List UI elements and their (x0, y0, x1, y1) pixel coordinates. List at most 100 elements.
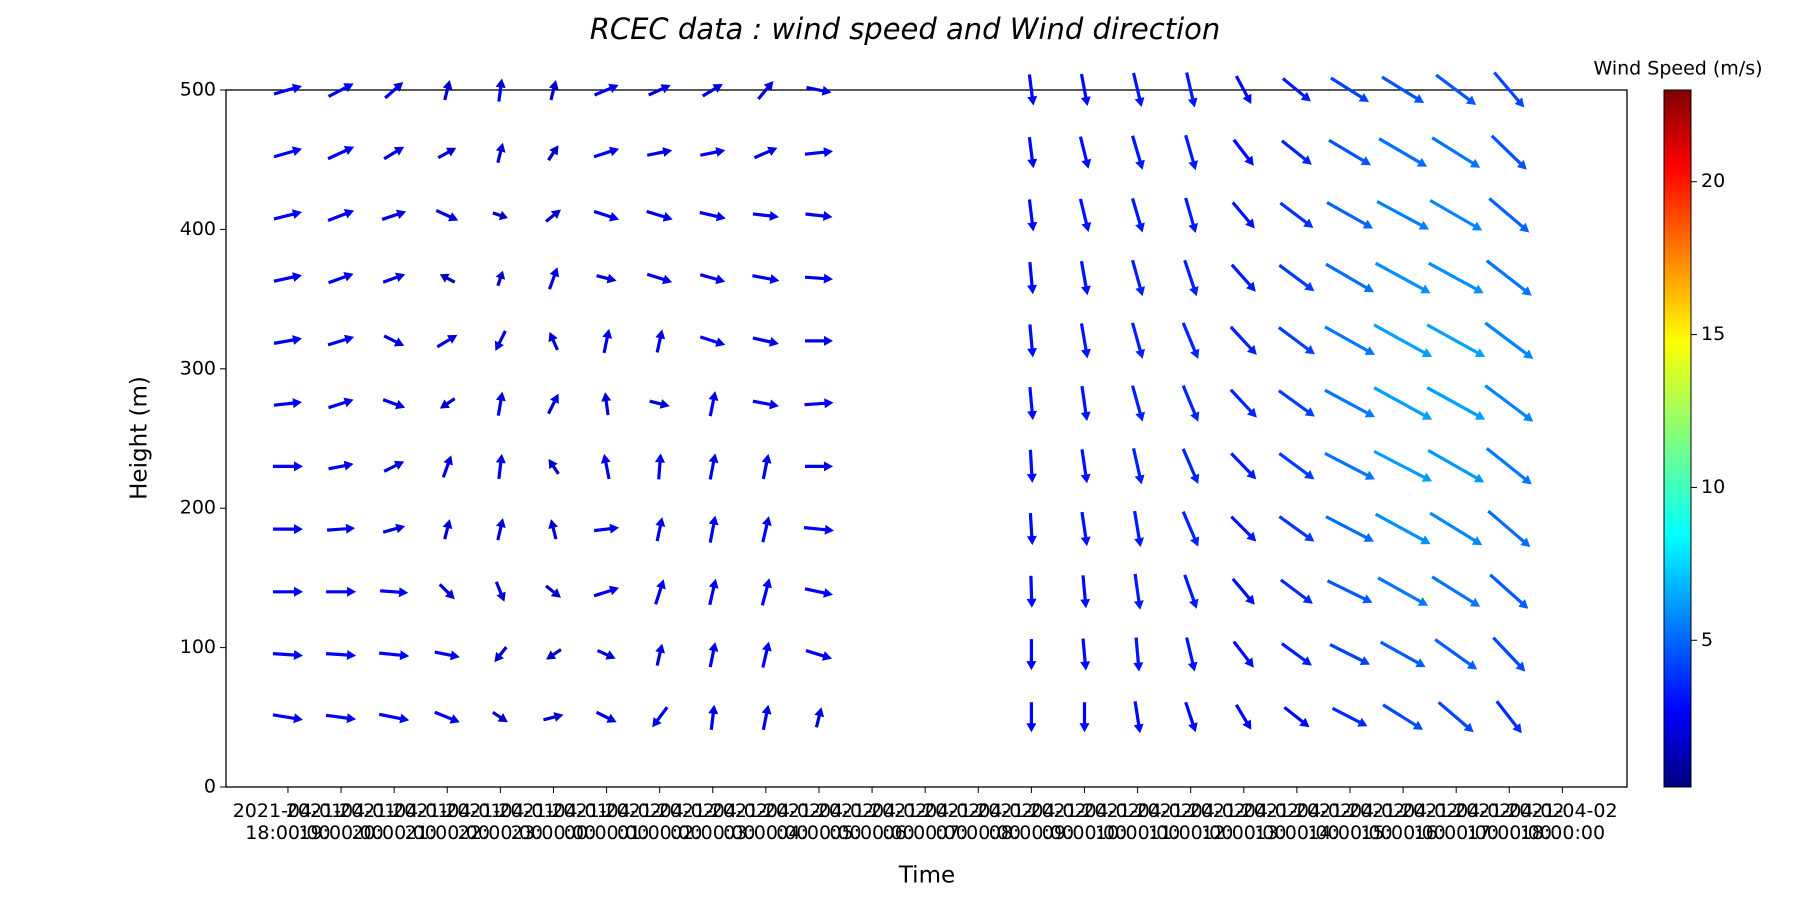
wind-arrow (495, 391, 506, 416)
wind-arrow (1484, 321, 1534, 359)
colorbar-tick-label: 20 (1701, 170, 1725, 192)
x-tick-label: 2021-04-01 22:00:00 (445, 800, 556, 844)
wind-arrow (1132, 72, 1145, 107)
wind-arrow (1026, 513, 1037, 546)
wind-arrow (1427, 261, 1484, 294)
wind-arrow (602, 328, 613, 354)
x-tick-label: 2021-04-02 07:00:00 (923, 800, 1034, 844)
wind-arrow (494, 330, 507, 351)
wind-arrow (1325, 515, 1374, 542)
wind-arrow (752, 274, 780, 284)
colorbar-tick-label: 10 (1701, 476, 1725, 498)
wind-arrow (1232, 138, 1254, 166)
wind-arrow (383, 460, 405, 473)
wind-arrow (1427, 449, 1485, 483)
wind-arrow (814, 707, 825, 728)
wind-arrow (804, 273, 833, 284)
wind-arrow (1434, 638, 1478, 670)
wind-arrow (646, 209, 673, 222)
wind-arrow (1183, 574, 1199, 609)
wind-arrow (1374, 261, 1431, 294)
wind-arrow (1493, 71, 1525, 108)
y-tick-label: 500 (180, 79, 216, 101)
x-tick-label: 2021-04-02 17:00:00 (1454, 800, 1565, 844)
wind-arrow (1079, 323, 1091, 359)
wind-arrow (435, 209, 459, 222)
wind-arrow (495, 142, 506, 164)
x-tick-label: 2021-04-02 06:00:00 (869, 800, 981, 844)
wind-arrow (1490, 134, 1527, 170)
wind-arrow (699, 335, 726, 347)
wind-arrow (1325, 262, 1374, 293)
wind-arrow (1185, 72, 1198, 108)
wind-arrow (442, 519, 453, 540)
wind-arrow (1027, 387, 1037, 421)
wind-arrow (326, 523, 356, 534)
wind-arrow (1078, 136, 1092, 169)
wind-arrow (1429, 199, 1483, 231)
wind-arrow (1379, 640, 1426, 668)
wind-arrow (439, 273, 456, 284)
wind-arrow (548, 519, 558, 540)
wind-arrow (753, 146, 778, 160)
wind-arrow (1374, 512, 1431, 545)
wind-arrow (655, 643, 665, 666)
y-tick-label: 0 (204, 776, 216, 798)
wind-arrow (593, 523, 620, 534)
wind-arrow (1231, 577, 1255, 605)
wind-arrow (273, 586, 303, 597)
wind-arrow (273, 272, 302, 283)
wind-arrow (761, 453, 772, 480)
wind-arrow (1026, 639, 1037, 671)
wind-arrow (761, 641, 772, 668)
x-tick-label: 2021-04-01 20:00:00 (338, 800, 450, 844)
x-tick-label: 2021-04-02 11:00:00 (1135, 800, 1246, 844)
wind-arrow (1426, 386, 1486, 420)
wind-arrow (1279, 201, 1314, 228)
wind-arrow (708, 515, 719, 543)
x-tick-label: 2021-04-01 23:00:00 (498, 800, 609, 844)
wind-arrow (382, 272, 406, 284)
wind-arrow (546, 648, 562, 660)
wind-arrow (381, 209, 407, 221)
wind-arrow (805, 649, 832, 661)
wind-arrow (752, 399, 779, 410)
wind-arrow (496, 518, 506, 541)
wind-arrow (1278, 515, 1315, 542)
wind-arrow (803, 524, 834, 535)
wind-arrow (1281, 77, 1311, 102)
wind-arrow (1133, 510, 1144, 548)
wind-arrow (492, 210, 508, 221)
x-tick-label: 2021-04-02 02:00:00 (657, 800, 768, 844)
wind-arrow (1079, 260, 1091, 296)
wind-arrow (1080, 638, 1091, 671)
wind-arrow (442, 80, 453, 101)
wind-arrow (1278, 452, 1315, 480)
wind-arrow (1488, 197, 1530, 233)
wind-arrow (1376, 200, 1430, 230)
wind-arrow (434, 710, 460, 724)
x-tick-label: 2021-04-02 05:00:00 (816, 800, 928, 844)
wind-arrow (1283, 706, 1310, 728)
wind-arrow (708, 453, 719, 480)
wind-arrow (601, 392, 612, 416)
wind-arrow (328, 397, 354, 410)
wind-arrow (1234, 704, 1252, 730)
wind-arrow (548, 80, 559, 101)
wind-arrow (761, 704, 772, 731)
wind-arrow (593, 209, 620, 222)
wind-arrow (752, 211, 779, 221)
wind-arrow (1373, 386, 1433, 420)
wind-arrow (1027, 324, 1037, 358)
x-tick-label: 2021-04-02 00:00:00 (551, 800, 662, 844)
wind-arrow (438, 583, 455, 600)
wind-arrow (1026, 449, 1037, 483)
wind-arrow (492, 711, 508, 723)
wind-arrow (1429, 511, 1483, 546)
x-tick-label: 2021-04-02 14:00:00 (1294, 800, 1406, 844)
wind-arrow (547, 393, 559, 415)
wind-arrow (273, 209, 302, 221)
wind-arrow (708, 578, 719, 606)
wind-arrow (326, 586, 357, 597)
colorbar-label: Wind Speed (m/s) (1593, 58, 1762, 80)
